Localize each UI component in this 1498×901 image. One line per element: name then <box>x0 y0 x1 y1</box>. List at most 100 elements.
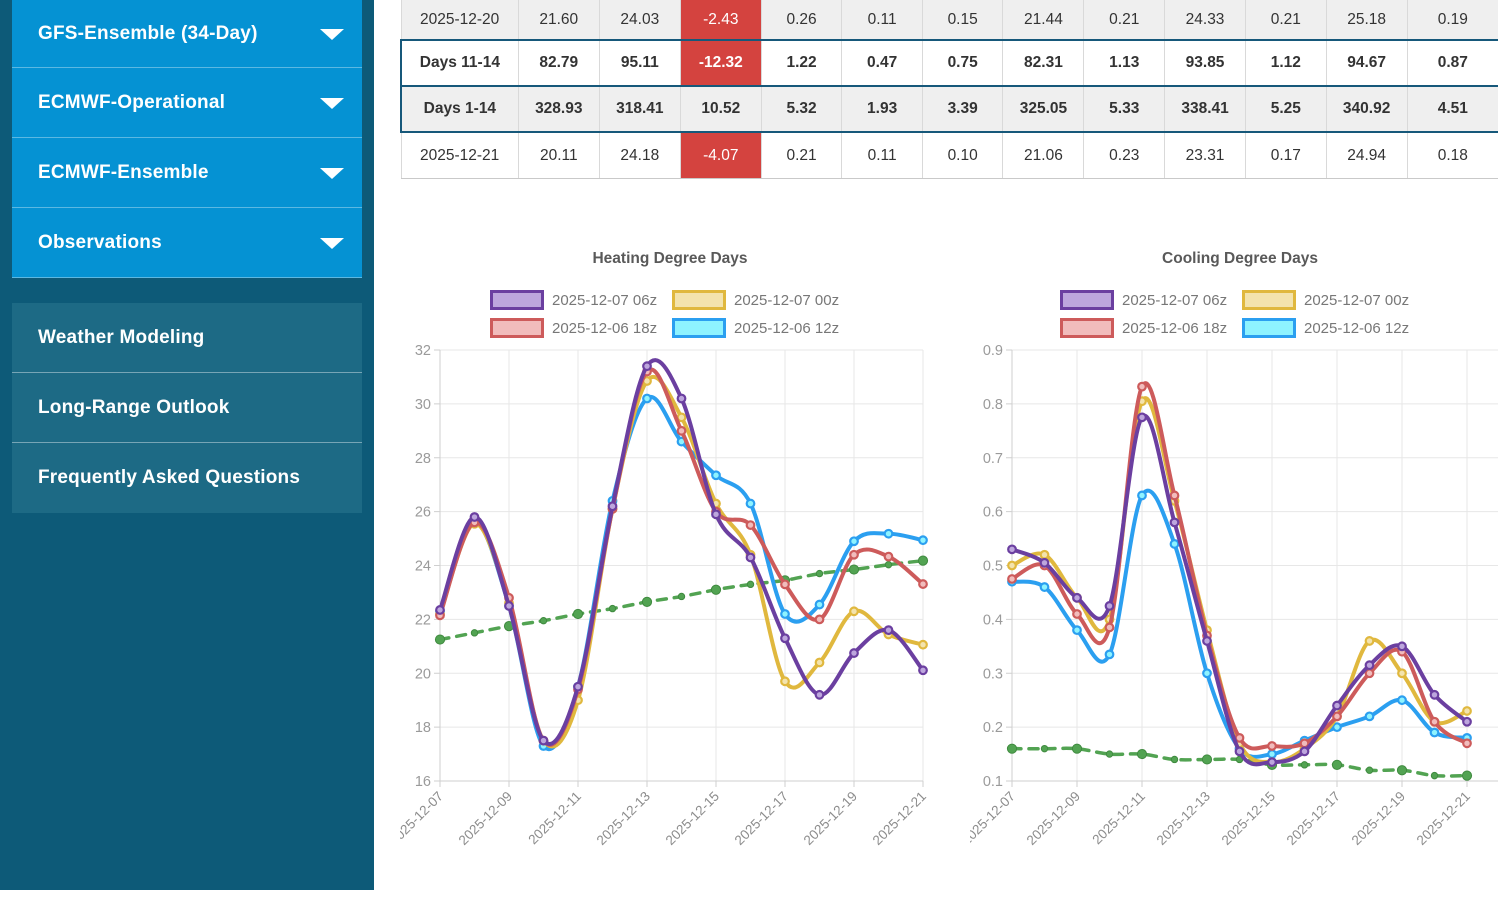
x-tick-label: 2025-12-09 <box>456 789 515 848</box>
data-point <box>1332 760 1341 769</box>
data-point <box>711 585 720 594</box>
table-cell: 21.60 <box>518 0 599 40</box>
table-cell: 24.94 <box>1326 132 1407 179</box>
cooling-chart-canvas[interactable]: 0.90.80.70.60.50.40.30.20.12025-12-07202… <box>970 240 1498 880</box>
x-tick-label: 2025-12-19 <box>801 789 860 848</box>
table-cell: 94.67 <box>1326 40 1407 86</box>
table-cell: 0.11 <box>842 0 923 40</box>
data-point <box>849 565 858 574</box>
data-point <box>1431 729 1439 737</box>
table-row: Days 1-14328.93318.4110.525.321.933.3932… <box>401 86 1498 132</box>
table-cell: 93.85 <box>1165 40 1246 86</box>
data-point <box>1366 713 1374 721</box>
sidebar-item-ecmwf-ensemble[interactable]: ECMWF-Ensemble <box>12 138 362 208</box>
data-point <box>816 570 822 576</box>
data-point <box>1268 758 1276 766</box>
data-point <box>1202 755 1211 764</box>
table-cell: 20.11 <box>518 132 599 179</box>
data-point <box>1203 637 1211 645</box>
table-cell: 23.31 <box>1165 132 1246 179</box>
data-point <box>1072 744 1081 753</box>
table-cell: 0.21 <box>1084 0 1165 40</box>
table-cell: 95.11 <box>599 40 680 86</box>
data-point <box>573 609 582 618</box>
data-point <box>1171 756 1177 762</box>
x-tick-label: 2025-12-07 <box>400 789 446 848</box>
data-point <box>1398 643 1406 651</box>
data-point <box>1008 562 1016 570</box>
sidebar-item-gfs-ensemble-34-day[interactable]: GFS-Ensemble (34-Day) <box>12 0 362 68</box>
y-tick-label: 26 <box>415 505 431 521</box>
table-cell: 24.33 <box>1165 0 1246 40</box>
table-row: 2025-12-2120.1124.18-4.070.210.110.1021.… <box>401 132 1498 179</box>
sidebar-item-weather-modeling[interactable]: Weather Modeling <box>12 303 362 373</box>
data-point <box>1138 383 1146 391</box>
data-point <box>747 500 755 508</box>
data-point <box>1171 519 1179 527</box>
x-tick-label: 2025-12-17 <box>732 789 791 848</box>
data-point <box>1106 651 1114 659</box>
data-point <box>1073 610 1081 618</box>
table-cell: 0.11 <box>842 132 923 179</box>
sidebar-item-label: Observations <box>12 232 162 254</box>
data-point <box>1268 742 1276 750</box>
x-tick-label: 2025-12-11 <box>1089 789 1148 848</box>
data-point <box>1106 624 1114 632</box>
data-point <box>1171 492 1179 500</box>
sidebar-item-label: ECMWF-Operational <box>12 92 225 114</box>
data-point <box>1041 551 1049 559</box>
data-point <box>1463 739 1471 747</box>
table-cell: 0.15 <box>922 0 1003 40</box>
data-point <box>919 666 927 674</box>
y-tick-label: 0.8 <box>983 397 1003 413</box>
table-cell: 0.18 <box>1407 132 1498 179</box>
y-tick-label: 0.7 <box>983 451 1003 467</box>
table-cell: 82.31 <box>1003 40 1084 86</box>
series-line-2025-12-06-12z <box>1012 491 1467 757</box>
table-cell: 325.05 <box>1003 86 1084 132</box>
row-label: Days 11-14 <box>401 40 518 86</box>
sidebar-item-long-range-outlook[interactable]: Long-Range Outlook <box>12 373 362 443</box>
table-cell: 1.93 <box>842 86 923 132</box>
data-point <box>678 593 684 599</box>
sidebar-item-label: ECMWF-Ensemble <box>12 162 209 184</box>
heating-chart-canvas[interactable]: 3230282624222018162025-12-072025-12-0920… <box>400 240 940 880</box>
data-point <box>540 618 546 624</box>
data-point <box>1008 546 1016 554</box>
data-point <box>678 427 686 435</box>
weather-dashboard: { "sidebar": { "model_items": ["GFS-Ense… <box>0 0 1498 901</box>
data-point <box>1462 771 1471 780</box>
table-cell: 24.18 <box>599 132 680 179</box>
data-point <box>918 556 927 565</box>
table-cell: 340.92 <box>1326 86 1407 132</box>
x-tick-label: 2025-12-21 <box>870 789 929 848</box>
x-tick-label: 2025-12-15 <box>1219 789 1278 848</box>
data-point <box>1366 767 1372 773</box>
chevron-down-icon <box>320 168 344 179</box>
y-tick-label: 18 <box>415 720 431 736</box>
degree-day-forecast-table: 2025-12-2021.6024.03-2.430.260.110.1521.… <box>400 0 1498 179</box>
x-tick-label: 2025-12-13 <box>594 789 653 848</box>
table-cell: 0.23 <box>1084 132 1165 179</box>
sidebar-item-observations[interactable]: Observations <box>12 208 362 278</box>
sidebar-item-ecmwf-operational[interactable]: ECMWF-Operational <box>12 68 362 138</box>
data-point <box>1106 602 1114 610</box>
table-cell: 24.03 <box>599 0 680 40</box>
data-point <box>1301 748 1309 756</box>
sidebar-item-frequently-asked-questions[interactable]: Frequently Asked Questions <box>12 443 362 513</box>
data-point <box>540 737 548 745</box>
table-cell: 0.17 <box>1246 132 1327 179</box>
data-point <box>1333 713 1341 721</box>
data-point <box>1007 744 1016 753</box>
data-point <box>747 521 755 529</box>
data-point <box>471 513 479 521</box>
series-line-2025-12-07-00z <box>1012 398 1467 762</box>
table-row: 2025-12-2021.6024.03-2.430.260.110.1521.… <box>401 0 1498 40</box>
table-cell: 21.06 <box>1003 132 1084 179</box>
data-point <box>781 678 789 686</box>
data-point <box>781 581 789 589</box>
table-cell: 0.47 <box>842 40 923 86</box>
data-point <box>850 537 858 545</box>
y-tick-label: 20 <box>415 666 431 682</box>
heating-degree-days-chart: Heating Degree Days 2025-12-07 06z2025-1… <box>400 240 940 880</box>
